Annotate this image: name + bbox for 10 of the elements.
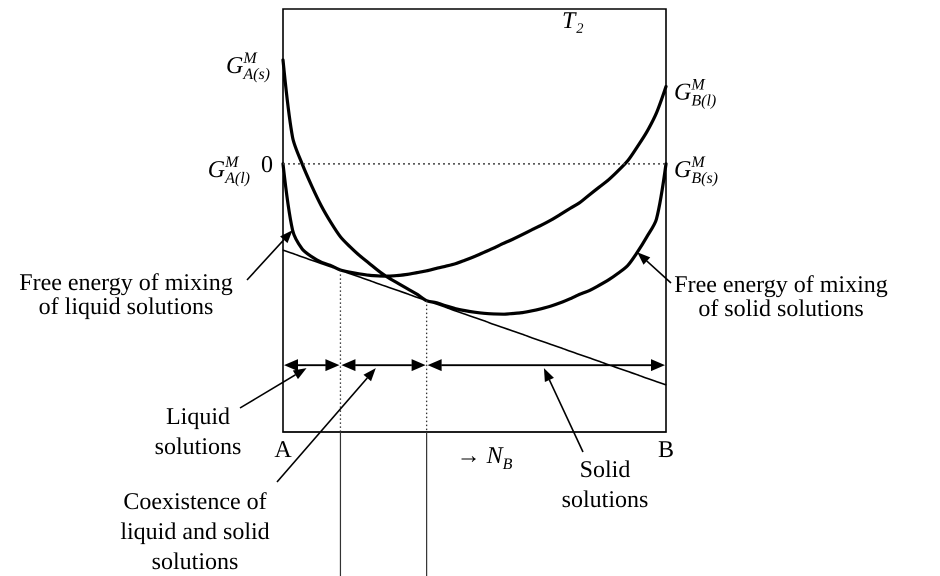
legend-label: Free energy of mixing of solid solutions: [674, 272, 888, 322]
text: Liquid solutions: [154, 404, 242, 460]
text: Free energy of mixing of liquid solutions: [19, 270, 233, 320]
text: Solid solutions: [562, 457, 648, 513]
chart-title: T₂: [562, 8, 584, 34]
ref-line-label: 0: [261, 152, 273, 178]
x-tick-label: B: [658, 437, 674, 463]
x-tick-label: A: [274, 437, 292, 463]
x-axis-title: → N$_{B}$: [456, 443, 513, 473]
text: Coexistence of liquid and solid solutions: [120, 489, 270, 575]
